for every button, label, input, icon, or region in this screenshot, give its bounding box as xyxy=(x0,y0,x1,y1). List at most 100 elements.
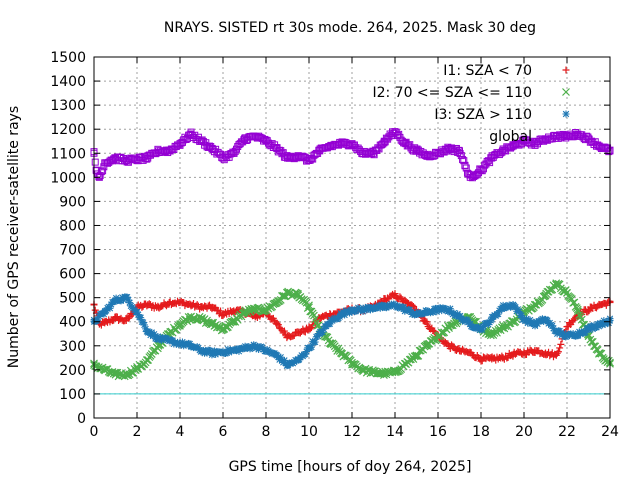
data-point-global xyxy=(531,140,539,148)
data-point-i1-sza-70 xyxy=(563,323,571,331)
data-point-i2-70-sza-110 xyxy=(143,356,152,365)
y-tick-label: 1100 xyxy=(50,146,86,162)
data-point-i2-70-sza-110 xyxy=(111,370,120,379)
data-point-i2-70-sza-110 xyxy=(197,315,206,324)
data-point-global xyxy=(477,166,485,174)
data-point-global xyxy=(219,154,227,162)
data-point-i3-sza-110 xyxy=(563,332,571,340)
x-tick-label: 12 xyxy=(343,424,361,440)
data-point-i1-sza-70 xyxy=(509,350,517,358)
data-point-i3-sza-110 xyxy=(137,314,145,322)
data-point-i3-sza-110 xyxy=(456,313,463,321)
data-point-i2-70-sza-110 xyxy=(229,317,238,326)
data-point-global xyxy=(466,173,474,181)
data-point-i3-sza-110 xyxy=(370,303,377,311)
data-point-i3-sza-110 xyxy=(574,330,582,338)
data-point-global xyxy=(423,152,431,160)
data-point-i3-sza-110 xyxy=(139,318,147,326)
data-point-i2-70-sza-110 xyxy=(262,305,270,314)
data-point-i1-sza-70 xyxy=(198,303,205,311)
data-point-i1-sza-70 xyxy=(499,354,506,362)
data-point-i2-70-sza-110 xyxy=(380,369,389,378)
data-point-i3-sza-110 xyxy=(359,306,367,314)
data-point-i3-sza-110 xyxy=(413,311,420,319)
data-point-i2-70-sza-110 xyxy=(423,341,432,350)
data-point-i3-sza-110 xyxy=(380,303,388,311)
data-point-global xyxy=(112,154,119,162)
data-point-global xyxy=(273,144,281,152)
legend-marker-symbol xyxy=(562,66,570,74)
data-point-i3-sza-110 xyxy=(230,347,238,355)
data-point-i3-sza-110 xyxy=(94,316,102,324)
data-point-i2-70-sza-110 xyxy=(401,359,410,368)
x-tick-label: 22 xyxy=(558,424,576,440)
data-point-i1-sza-70 xyxy=(327,311,334,319)
data-point-i1-sza-70 xyxy=(585,307,593,315)
data-point-i3-sza-110 xyxy=(150,330,158,338)
data-point-i1-sza-70 xyxy=(219,311,227,319)
data-point-i1-sza-70 xyxy=(230,307,238,315)
data-point-i1-sza-70 xyxy=(423,320,431,328)
data-point-i3-sza-110 xyxy=(165,337,173,345)
x-tick-label: 14 xyxy=(386,424,404,440)
data-point-global xyxy=(456,147,463,155)
data-point-i3-sza-110 xyxy=(526,316,534,324)
data-point-i3-sza-110 xyxy=(106,304,114,312)
x-tick-label: 20 xyxy=(515,424,533,440)
data-point-i3-sza-110 xyxy=(176,339,184,347)
data-point-i1-sza-70 xyxy=(554,348,562,356)
y-tick-label: 600 xyxy=(59,267,86,283)
data-point-global xyxy=(144,154,152,162)
y-tick-label: 900 xyxy=(59,194,86,210)
data-point-i3-sza-110 xyxy=(144,327,152,335)
legend-label: I2: 70 <= SZA <= 110 xyxy=(372,85,532,101)
data-point-global xyxy=(605,148,613,156)
data-point-i3-sza-110 xyxy=(301,350,309,358)
data-point-i3-sza-110 xyxy=(396,302,404,310)
data-point-i3-sza-110 xyxy=(346,309,354,317)
data-point-i3-sza-110 xyxy=(241,344,248,352)
data-point-i2-70-sza-110 xyxy=(251,305,260,314)
data-point-i2-70-sza-110 xyxy=(369,368,378,377)
data-point-global xyxy=(460,157,468,165)
data-point-i2-70-sza-110 xyxy=(176,320,184,329)
data-point-i3-sza-110 xyxy=(327,318,334,326)
data-point-i1-sza-70 xyxy=(101,319,109,327)
data-point-i3-sza-110 xyxy=(235,347,243,355)
data-point-global xyxy=(520,137,528,145)
data-point-global xyxy=(574,130,582,138)
data-point-i3-sza-110 xyxy=(155,335,162,343)
data-point-i3-sza-110 xyxy=(402,306,410,314)
data-point-global xyxy=(375,145,383,153)
data-point-i1-sza-70 xyxy=(557,340,565,348)
data-point-global xyxy=(96,172,104,180)
data-point-i3-sza-110 xyxy=(599,321,607,329)
data-point-i3-sza-110 xyxy=(552,327,560,335)
data-point-i3-sza-110 xyxy=(588,322,596,330)
data-point-i3-sza-110 xyxy=(147,331,155,339)
chart-title: NRAYS. SISTED rt 30s mode. 264, 2025. Ma… xyxy=(164,20,536,36)
data-point-i2-70-sza-110 xyxy=(509,317,518,326)
data-point-i1-sza-70 xyxy=(208,303,216,311)
data-point-i1-sza-70 xyxy=(585,306,592,314)
series-3 xyxy=(90,293,614,370)
data-point-i1-sza-70 xyxy=(595,301,603,309)
y-axis-label: Number of GPS receiver-satellite rays xyxy=(6,106,22,368)
data-point-i1-sza-70 xyxy=(396,293,404,301)
data-point-global xyxy=(584,133,592,141)
data-point-global xyxy=(284,154,291,162)
data-point-global xyxy=(509,142,517,150)
data-point-i2-70-sza-110 xyxy=(570,298,579,307)
data-point-global xyxy=(486,159,494,167)
data-point-global xyxy=(316,147,324,155)
data-point-i2-70-sza-110 xyxy=(100,365,109,374)
data-point-i3-sza-110 xyxy=(284,361,291,369)
data-point-i2-70-sza-110 xyxy=(305,301,313,310)
data-point-i3-sza-110 xyxy=(262,347,270,355)
data-point-global xyxy=(294,152,302,160)
data-point-i3-sza-110 xyxy=(133,308,141,316)
data-point-i1-sza-70 xyxy=(450,343,458,351)
data-point-global xyxy=(241,135,248,143)
y-tick-label: 300 xyxy=(59,339,86,355)
data-point-i2-70-sza-110 xyxy=(122,370,131,379)
